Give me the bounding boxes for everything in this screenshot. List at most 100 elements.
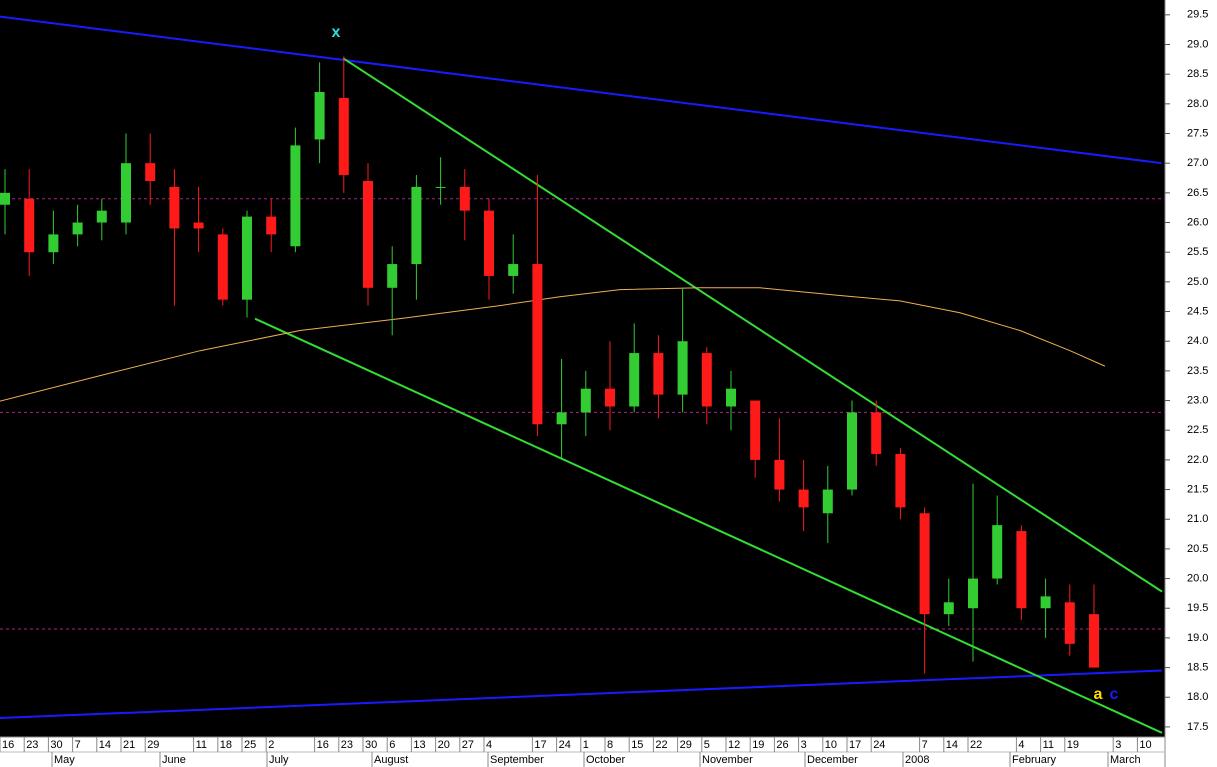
x-group-label: December <box>807 754 858 766</box>
candle-body <box>798 489 809 508</box>
x-tick-label: 17 <box>534 739 546 751</box>
x-tick-label: 3 <box>1115 739 1121 751</box>
candle-body <box>822 489 833 514</box>
candle-body <box>169 186 180 229</box>
candle-body <box>605 388 615 407</box>
candle-body <box>24 198 35 253</box>
x-tick-label: 24 <box>559 739 571 751</box>
candle-body <box>338 97 349 176</box>
candle-body <box>459 186 470 211</box>
x-group-label: February <box>1012 754 1057 766</box>
candle-body <box>48 234 59 253</box>
candle-body <box>411 186 422 265</box>
x-tick-label: 19 <box>1067 739 1079 751</box>
x-tick-label: 8 <box>607 739 613 751</box>
y-tick-label: 19.5 <box>1187 602 1208 614</box>
x-tick-label: 7 <box>922 739 928 751</box>
y-tick-label: 29.5 <box>1187 9 1208 21</box>
candle-body <box>774 459 785 490</box>
candle-body <box>314 91 325 140</box>
x-tick-label: 18 <box>220 739 232 751</box>
x-tick-label: 22 <box>970 739 982 751</box>
candle-body <box>217 234 228 300</box>
candle-body <box>943 602 954 615</box>
x-tick-label: 26 <box>776 739 788 751</box>
x-tick-label: 12 <box>728 739 740 751</box>
x-tick-label: 10 <box>825 739 837 751</box>
candle-body <box>96 210 107 223</box>
x-tick-label: 17 <box>849 739 861 751</box>
x-tick-label: 6 <box>389 739 395 751</box>
candle-body <box>484 210 494 276</box>
candle-body <box>750 400 761 460</box>
x-tick-label: 23 <box>341 739 353 751</box>
x-group-label: March <box>1110 754 1141 766</box>
x-tick-label: 27 <box>462 739 474 751</box>
candle-body <box>895 453 906 508</box>
trend-line <box>0 15 1162 165</box>
candle-body <box>847 412 857 490</box>
x-group-label: 2008 <box>905 754 929 766</box>
y-tick-label: 24.0 <box>1187 335 1208 347</box>
x-tick-label: 13 <box>413 739 425 751</box>
candle-body <box>629 353 640 407</box>
candle-body <box>72 222 83 235</box>
annotation: a <box>1094 686 1103 703</box>
candle-body <box>871 412 882 454</box>
x-tick-label: 1 <box>583 739 589 751</box>
candle-body <box>1040 596 1051 609</box>
candle-body <box>726 388 736 407</box>
x-tick-label: 16 <box>2 739 14 751</box>
x-tick-label: 25 <box>244 739 256 751</box>
candle-body <box>677 341 688 395</box>
candle-body <box>653 353 664 395</box>
x-group-label: September <box>490 754 544 766</box>
x-tick-label: 29 <box>680 739 692 751</box>
x-group-label: August <box>374 754 408 766</box>
y-tick-label: 28.0 <box>1187 98 1208 110</box>
candle-body <box>193 222 204 229</box>
candle-body <box>1016 531 1027 609</box>
x-tick-label: 5 <box>704 739 710 751</box>
candle-body <box>1064 602 1075 644</box>
candle-body <box>121 163 131 223</box>
candle-body <box>580 388 591 413</box>
y-tick-label: 23.5 <box>1187 365 1208 377</box>
plot-area <box>0 0 1165 737</box>
candle-body <box>290 145 301 247</box>
x-tick-label: 10 <box>1139 739 1151 751</box>
x-tick-label: 30 <box>365 739 377 751</box>
candle-body <box>387 264 398 288</box>
x-tick-label: 22 <box>655 739 667 751</box>
candle-body <box>532 264 543 425</box>
x-tick-label: 19 <box>752 739 764 751</box>
x-group-label: October <box>586 754 625 766</box>
x-tick-label: 11 <box>1043 739 1054 751</box>
y-tick-label: 26.0 <box>1187 216 1208 228</box>
candle-body <box>1089 614 1099 668</box>
x-tick-label: 11 <box>196 739 207 751</box>
y-tick-label: 25.0 <box>1187 276 1208 288</box>
candle-body <box>556 412 567 425</box>
x-tick-label: 30 <box>50 739 62 751</box>
annotation: c <box>1110 686 1119 703</box>
trend-line <box>0 669 1162 720</box>
candle-body <box>919 513 930 615</box>
y-tick-label: 28.5 <box>1187 68 1208 80</box>
y-tick-label: 18.0 <box>1187 691 1208 703</box>
y-axis-panel <box>1165 0 1217 767</box>
candle-body <box>992 525 1003 579</box>
candle-body <box>968 578 978 609</box>
y-tick-label: 18.5 <box>1187 661 1208 673</box>
y-tick-label: 29.0 <box>1187 38 1208 50</box>
x-group-label: July <box>269 754 289 766</box>
x-tick-label: 14 <box>99 739 111 751</box>
x-group-label: November <box>702 754 753 766</box>
x-tick-label: 24 <box>873 739 885 751</box>
candle-body <box>435 186 446 188</box>
y-tick-label: 27.5 <box>1187 127 1208 139</box>
x-tick-label: 2 <box>268 739 274 751</box>
candle-body <box>0 192 10 205</box>
x-tick-label: 21 <box>123 739 135 751</box>
